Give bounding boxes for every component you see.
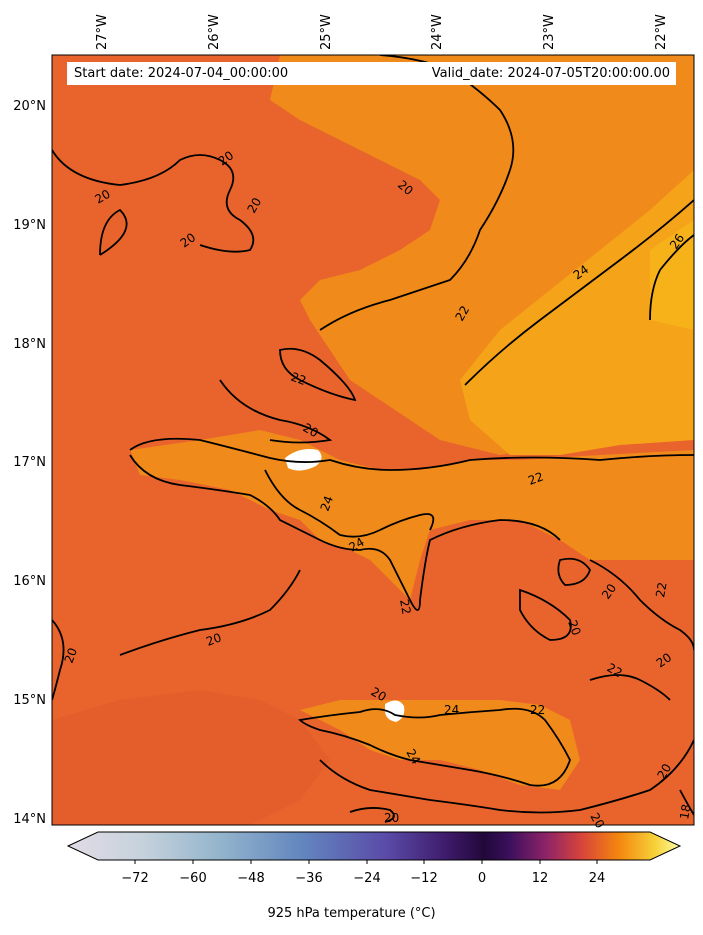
contour-label: 20 — [369, 684, 389, 704]
field-hot-east — [460, 170, 694, 455]
contour-label: 24 — [347, 535, 367, 555]
contour-label: 24 — [318, 494, 336, 513]
contour-lines — [52, 55, 694, 823]
contour-label: 20 — [565, 618, 583, 637]
contour-label: 22 — [397, 598, 413, 615]
colorbar-tick-label: −24 — [353, 871, 380, 886]
contour-label: 20 — [384, 811, 399, 825]
contour-label: 20 — [93, 187, 113, 207]
contour-label: 22 — [653, 581, 669, 598]
contour-label: 22 — [526, 469, 545, 487]
lat-tick-label: 19°N — [13, 218, 46, 233]
lat-tick-label: 14°N — [13, 812, 46, 827]
contour-label: 20 — [587, 811, 607, 831]
lon-tick-label: 27°W — [95, 14, 110, 50]
colorbar-tick-label: −12 — [410, 871, 437, 886]
contour-label: 20 — [62, 646, 80, 665]
contour-label: 20 — [204, 630, 223, 648]
colorbar-tick-label: −72 — [121, 871, 148, 886]
field-cool-sw — [52, 690, 330, 825]
field-hottest — [650, 220, 694, 330]
colorbar: −72 −60 −48 −36 −24 −12 0 12 24 — [66, 831, 682, 886]
contour-label: 22 — [605, 660, 625, 680]
map-frame — [51, 54, 695, 826]
contour-label: 18 — [677, 803, 693, 820]
contour-label: 22 — [289, 370, 308, 388]
longitude-axis: 27°W 26°W 25°W 24°W 23°W 22°W — [95, 14, 669, 50]
field-warm-central — [130, 430, 694, 600]
colorbar-tick-marks — [134, 860, 598, 864]
colorbar-tick-label: 24 — [589, 871, 606, 886]
contour-label: 22 — [530, 703, 545, 717]
lat-tick-label: 18°N — [13, 337, 46, 352]
start-date-label: Start date: 2024-07-04_00:00:00 — [74, 66, 289, 81]
contour-label: 24 — [403, 747, 423, 767]
colorbar-body — [66, 831, 682, 861]
contour-label: 20 — [301, 420, 321, 440]
contour-label: 20 — [654, 761, 674, 781]
date-info-box: Start date: 2024-07-04_00:00:00 Valid_da… — [67, 62, 676, 85]
colorbar-tick-label: 0 — [478, 871, 486, 886]
lat-tick-label: 17°N — [13, 455, 46, 470]
colorbar-tick-label: −48 — [237, 871, 264, 886]
field-warm-south — [300, 700, 580, 790]
contour-label: 20 — [244, 195, 264, 215]
colorbar-tick-label: −60 — [179, 871, 206, 886]
valid-date-label: Valid_date: 2024-07-05T20:00:00.00 — [431, 66, 670, 81]
temperature-field — [52, 55, 694, 825]
colorbar-tick-label: −36 — [295, 871, 322, 886]
lon-tick-label: 22°W — [654, 14, 669, 50]
latitude-axis: 20°N 19°N 18°N 17°N 16°N 15°N 14°N — [13, 99, 46, 827]
lon-tick-label: 26°W — [207, 14, 222, 50]
lat-tick-label: 15°N — [13, 693, 46, 708]
colorbar-tick-label: 12 — [532, 871, 549, 886]
lon-tick-label: 25°W — [319, 14, 334, 50]
lat-tick-label: 20°N — [13, 99, 46, 114]
colorbar-title: 925 hPa temperature (°C) — [267, 906, 436, 921]
contour-label: 22 — [452, 303, 472, 323]
contour-label: 24 — [444, 703, 459, 717]
lon-tick-label: 23°W — [542, 14, 557, 50]
masked-island-north — [285, 449, 322, 471]
lat-tick-label: 16°N — [13, 574, 46, 589]
lon-tick-label: 24°W — [430, 14, 445, 50]
